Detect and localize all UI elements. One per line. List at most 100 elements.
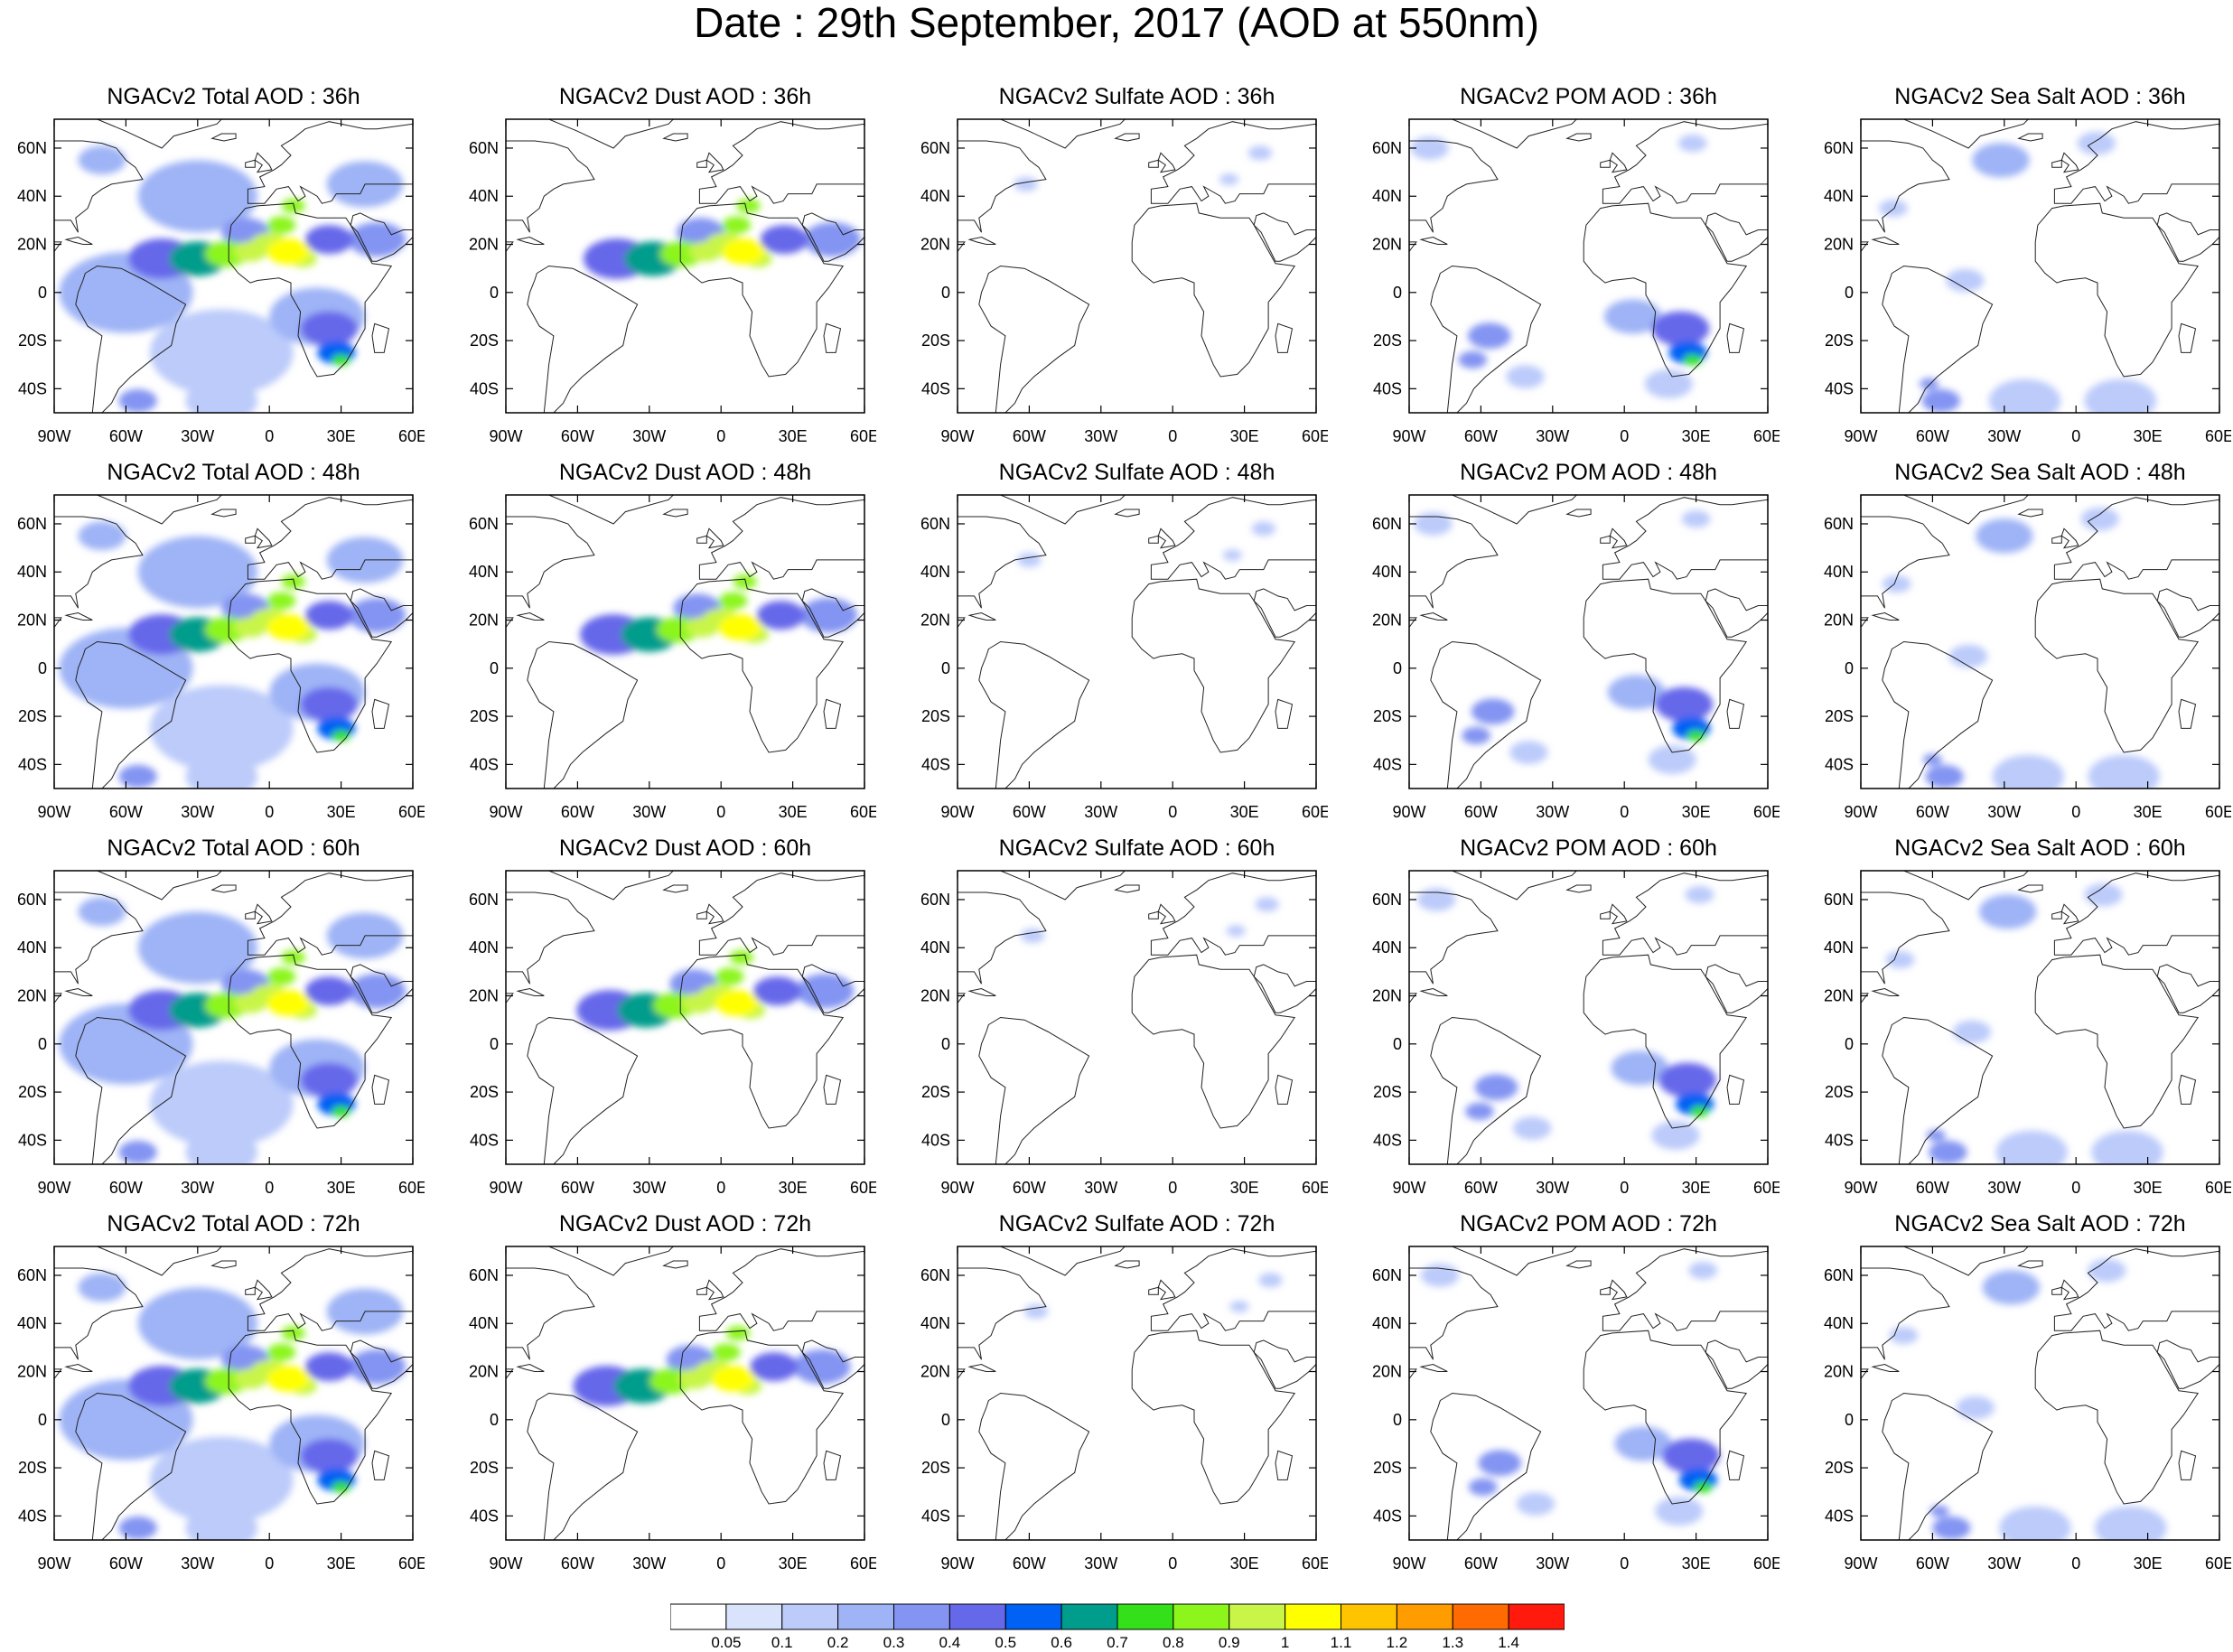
- x-tick-label: 60E: [1302, 1179, 1328, 1197]
- plot-frame: [1860, 870, 2220, 1165]
- aod-contour: [753, 976, 802, 1006]
- coastline: [662, 133, 688, 142]
- coastline: [1131, 954, 1296, 1129]
- aod-contour: [1681, 510, 1711, 528]
- coastline: [698, 873, 864, 956]
- aod-field: [1414, 510, 1714, 775]
- coastline: [506, 140, 595, 253]
- y-tick-label: 40N: [1372, 563, 1402, 581]
- aod-contour: [1879, 199, 1908, 218]
- colorbar-swatch: [893, 1603, 950, 1630]
- y-tick-label: 40S: [921, 755, 950, 773]
- y-tick-label: 20S: [921, 707, 950, 725]
- aod-contour: [1506, 365, 1545, 388]
- aod-contour: [1420, 1264, 1460, 1287]
- plot-frame: [957, 118, 1317, 414]
- aod-contour: [711, 1343, 741, 1361]
- aod-contour: [118, 764, 157, 789]
- panel-title: NGACv2 Dust AOD : 72h: [558, 1211, 812, 1237]
- map-panel-seasalt-36h: 90W 60W 30W 0 30E 60E 60N 40N 20N 0 20S 40S NGACv2 S…: [1807, 83, 2231, 449]
- coastline: [1861, 1267, 1950, 1380]
- x-tick-label: 60W: [1916, 803, 1949, 821]
- coastline: [54, 891, 144, 1004]
- aod-contour: [1222, 549, 1242, 561]
- x-tick-label: 30W: [1084, 803, 1117, 821]
- coastline: [801, 1339, 864, 1389]
- coastline: [1253, 1339, 1316, 1389]
- panel-title: NGACv2 Sulfate AOD : 60h: [998, 835, 1275, 861]
- y-tick-label: 60N: [1824, 139, 1854, 157]
- coastline: [1882, 265, 1994, 413]
- plot-frame: [957, 1246, 1317, 1541]
- y-tick-label: 20N: [920, 987, 950, 1005]
- coastline: [1114, 884, 1140, 893]
- aod-contour: [300, 311, 359, 346]
- colorbar-swatch: [1173, 1603, 1230, 1630]
- y-tick-label: 0: [490, 1035, 499, 1053]
- y-tick-label: 40S: [1373, 755, 1402, 773]
- coastline: [1882, 1016, 1994, 1164]
- y-tick-label: 40S: [921, 1507, 950, 1525]
- x-tick-label: 30E: [327, 1554, 356, 1573]
- coastline: [698, 1248, 864, 1331]
- aod-contour: [1688, 1262, 1718, 1280]
- aod-contour: [1925, 764, 1964, 789]
- aod-contour: [1889, 1326, 1919, 1345]
- map-panel-total-60h: 90W 60W 30W 0 30E 60E 60N 40N 20N 0 20S 40S NGACv2 T…: [0, 835, 425, 1200]
- coastline: [978, 1392, 1090, 1540]
- plot-frame: [1860, 494, 2220, 789]
- x-tick-label: 60E: [850, 427, 876, 445]
- aod-contour: [1251, 521, 1276, 537]
- coastline: [1871, 1363, 1900, 1372]
- y-tick-label: 20S: [18, 1083, 47, 1101]
- x-tick-label: 30W: [632, 427, 666, 445]
- coastline: [247, 1248, 413, 1331]
- map-plot: 90W 60W 30W 0 30E 60E 60N 40N 20N 0 20S 40S: [17, 1246, 425, 1573]
- map-plot: 90W 60W 30W 0 30E 60E 60N 40N 20N 0 20S 40S: [1372, 494, 1780, 821]
- aod-field: [59, 145, 406, 413]
- coastline: [1157, 152, 1176, 173]
- aod-contour: [266, 1343, 296, 1361]
- colorbar-swatch: [781, 1603, 839, 1630]
- coastline: [245, 159, 256, 168]
- coastline: [75, 1392, 187, 1540]
- x-tick-label: 60E: [398, 1554, 425, 1573]
- coastline: [1903, 119, 2030, 149]
- coastline: [1583, 954, 1748, 1129]
- coastline: [1275, 1074, 1294, 1105]
- aod-contour: [733, 574, 757, 589]
- coastline: [1861, 891, 1950, 1004]
- y-tick-label: 60N: [17, 891, 47, 909]
- coastline: [801, 964, 864, 1013]
- aod-contour: [137, 160, 257, 233]
- x-tick-label: 30W: [1987, 1179, 2021, 1197]
- aod-field: [1882, 507, 2160, 789]
- y-tick-label: 20N: [17, 987, 47, 1005]
- coastline: [1114, 509, 1140, 518]
- x-tick-label: 0: [265, 803, 274, 821]
- coastline: [1148, 159, 1159, 168]
- y-tick-label: 60N: [1372, 1266, 1402, 1284]
- coastline: [2051, 159, 2062, 168]
- colorbar-label: 0.6: [1051, 1634, 1072, 1649]
- aod-contour: [1462, 726, 1490, 744]
- x-tick-label: 90W: [37, 1179, 70, 1197]
- coastline: [371, 1074, 390, 1105]
- coastline: [350, 1339, 413, 1389]
- aod-contour: [1417, 888, 1456, 911]
- colorbar-label: 1.4: [1498, 1634, 1519, 1649]
- y-tick-label: 40N: [1824, 563, 1854, 581]
- y-tick-label: 60N: [920, 139, 950, 157]
- x-tick-label: 60W: [1013, 1179, 1046, 1197]
- aod-contour: [149, 309, 294, 397]
- panel-title: NGACv2 Sulfate AOD : 72h: [998, 1211, 1275, 1237]
- aod-contour: [2091, 1130, 2163, 1164]
- aod-contour: [1468, 1478, 1498, 1496]
- coastline: [698, 497, 864, 580]
- x-tick-label: 60E: [1753, 803, 1780, 821]
- map-panel-pom-36h: 90W 60W 30W 0 30E 60E 60N 40N 20N 0 20S 40S NGACv2 P…: [1355, 83, 1780, 449]
- coastline: [1726, 1450, 1745, 1480]
- aod-contour: [1226, 925, 1246, 937]
- x-tick-label: 60W: [561, 1554, 594, 1573]
- coastline: [978, 640, 1090, 789]
